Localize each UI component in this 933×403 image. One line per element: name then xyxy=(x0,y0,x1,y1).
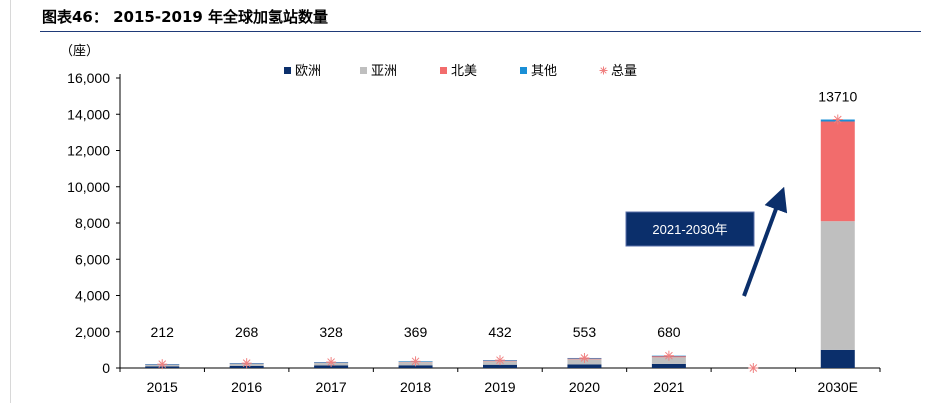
total-marker xyxy=(410,356,421,367)
total-marker xyxy=(663,350,674,361)
y-tick-label: 6,000 xyxy=(75,251,110,267)
data-label: 212 xyxy=(151,324,175,340)
page-left-rule xyxy=(10,0,11,403)
data-label: 553 xyxy=(573,324,597,340)
legend-swatch xyxy=(284,67,291,74)
legend-label: 亚洲 xyxy=(371,64,397,79)
bar-segment xyxy=(820,221,855,350)
x-tick-label: 2016 xyxy=(231,379,262,395)
legend-swatch xyxy=(520,67,527,74)
bar-segment xyxy=(651,363,686,368)
total-marker xyxy=(326,357,337,368)
x-tick-label: 2020 xyxy=(569,379,600,395)
total-marker xyxy=(157,359,168,370)
y-tick-label: 12,000 xyxy=(67,143,110,159)
bar-segment xyxy=(483,364,517,368)
trend-arrow xyxy=(742,186,788,297)
total-marker xyxy=(495,355,505,366)
total-marker-stroke xyxy=(327,358,335,366)
y-tick-label: 8,000 xyxy=(75,215,110,231)
data-label: 328 xyxy=(319,324,343,340)
total-marker-stroke xyxy=(242,359,251,367)
data-label: 13710 xyxy=(818,89,857,105)
total-marker-stroke xyxy=(833,115,842,124)
total-marker-stroke xyxy=(749,364,758,372)
x-tick-label: 2030E xyxy=(818,379,858,395)
x-tick-label: 2021 xyxy=(653,379,684,395)
y-tick-label: 14,000 xyxy=(67,106,110,122)
total-marker xyxy=(748,363,759,373)
annotation-box xyxy=(625,211,755,247)
y-unit-label: （座） xyxy=(60,44,99,59)
total-marker xyxy=(579,352,590,363)
data-label: 268 xyxy=(235,324,259,340)
total-marker-stroke xyxy=(496,356,504,365)
bar-segment xyxy=(567,364,602,368)
y-tick-label: 4,000 xyxy=(75,288,110,304)
data-label: 369 xyxy=(404,324,428,340)
legend-label: 北美 xyxy=(451,64,477,79)
total-marker xyxy=(241,358,252,369)
total-marker-stroke xyxy=(411,357,420,366)
y-tick-label: 16,000 xyxy=(67,70,110,86)
legend-swatch xyxy=(440,67,447,74)
x-tick-label: 2019 xyxy=(484,379,515,395)
title-underline xyxy=(40,31,921,32)
total-marker-stroke xyxy=(158,360,167,369)
legend-swatch xyxy=(599,66,608,75)
annotation-label: 2021-2030年 xyxy=(652,222,727,237)
total-marker-stroke xyxy=(580,354,589,362)
bar-segment xyxy=(820,121,855,222)
x-tick-label: 2017 xyxy=(316,379,347,395)
data-label: 680 xyxy=(657,324,681,340)
bar-segment xyxy=(398,365,433,368)
legend-star-stroke xyxy=(600,67,607,74)
legend-label: 欧洲 xyxy=(295,64,321,79)
legend-label: 其他 xyxy=(531,64,557,79)
figure-title: 图表46： 2015-2019 年全球加氢站数量 xyxy=(42,8,329,26)
legend-label: 总量 xyxy=(611,64,637,79)
data-label: 432 xyxy=(488,324,512,340)
y-tick-label: 2,000 xyxy=(75,324,110,340)
total-marker-stroke xyxy=(665,351,673,360)
total-marker xyxy=(832,114,843,125)
y-tick-label: 0 xyxy=(102,360,110,376)
legend-swatch xyxy=(360,67,367,74)
bar-segment xyxy=(820,349,855,368)
y-tick-label: 10,000 xyxy=(67,179,110,195)
x-tick-label: 2015 xyxy=(147,379,178,395)
x-tick-label: 2018 xyxy=(400,379,431,395)
